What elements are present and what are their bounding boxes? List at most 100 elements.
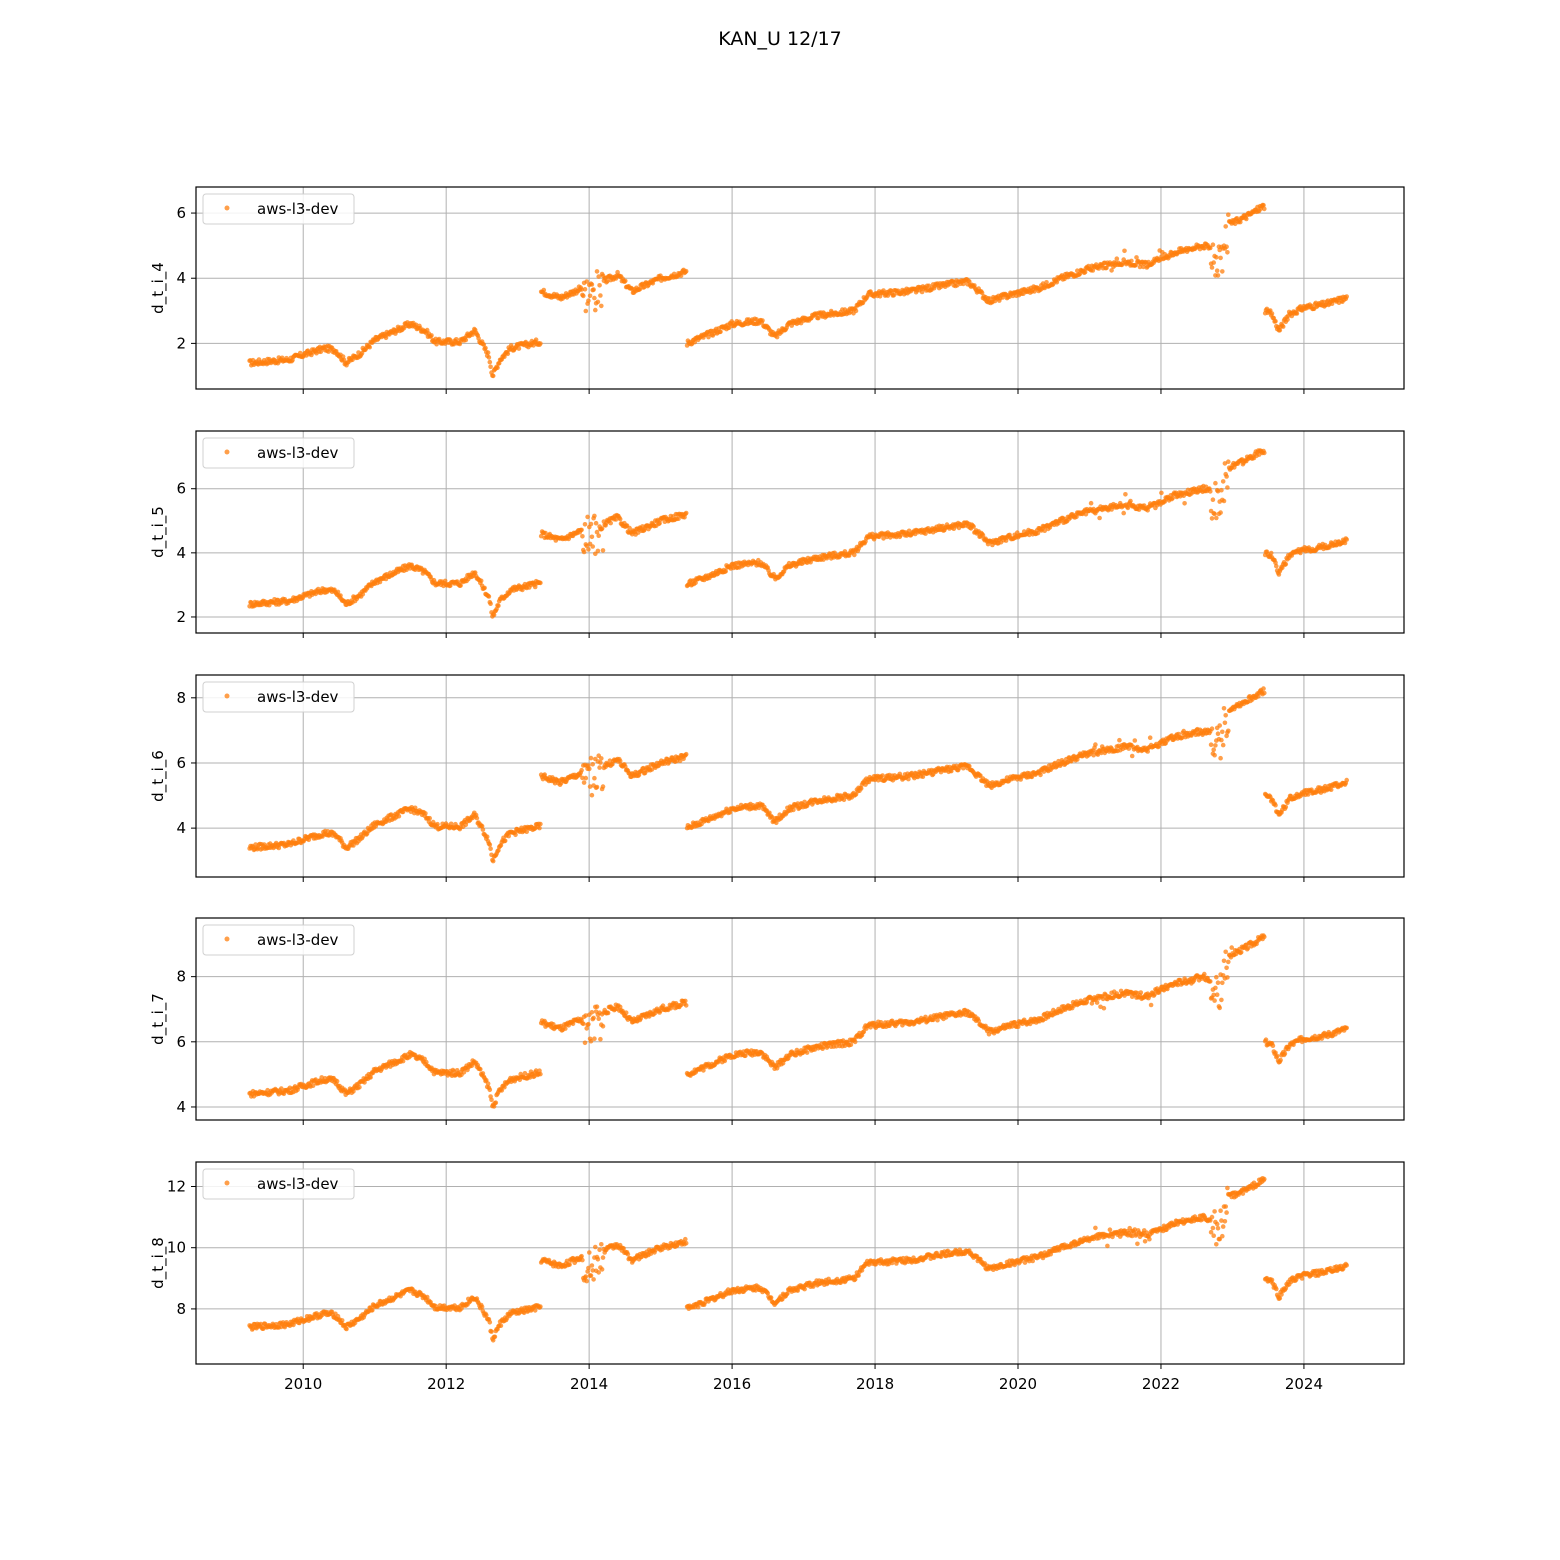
data-point — [533, 337, 539, 343]
data-point — [599, 526, 605, 531]
data-point — [852, 1039, 858, 1045]
data-point — [383, 335, 389, 341]
data-point — [683, 1003, 689, 1008]
data-point — [683, 751, 689, 757]
data-point — [1211, 260, 1216, 265]
y-axis-label: d_t_i_6 — [149, 750, 168, 802]
data-point — [1285, 317, 1290, 322]
data-point — [474, 815, 480, 821]
data-point — [429, 333, 434, 338]
data-point — [1159, 490, 1164, 496]
data-point — [1147, 735, 1153, 740]
data-point — [589, 792, 595, 798]
data-point — [478, 578, 484, 584]
data-point — [791, 807, 796, 813]
data-point — [1273, 318, 1278, 324]
data-point — [683, 998, 688, 1004]
data-point — [267, 602, 272, 608]
data-point — [1209, 516, 1215, 521]
data-point — [692, 339, 698, 345]
data-point — [581, 780, 587, 785]
data-point — [594, 784, 600, 790]
data-point — [486, 594, 492, 599]
data-point — [1223, 224, 1228, 229]
data-point — [600, 784, 606, 789]
data-point — [367, 344, 373, 350]
data-point — [538, 580, 543, 586]
data-point — [594, 529, 600, 535]
data-point — [587, 766, 592, 772]
data-point — [593, 520, 599, 526]
data-point — [590, 544, 595, 549]
data-point — [592, 295, 597, 301]
data-point — [1210, 242, 1216, 247]
data-point — [592, 513, 597, 519]
data-point — [971, 524, 976, 529]
data-point — [1138, 990, 1144, 995]
data-point — [1221, 706, 1227, 711]
data-point — [579, 527, 584, 533]
data-point — [726, 325, 732, 331]
data-point — [592, 775, 597, 781]
series-points — [247, 202, 1349, 379]
data-point — [1283, 804, 1289, 810]
data-point — [589, 534, 595, 540]
data-point — [1273, 802, 1278, 808]
data-point — [718, 329, 723, 335]
data-point — [583, 308, 589, 314]
data-point — [485, 1081, 491, 1086]
data-point — [481, 342, 487, 347]
data-point — [586, 547, 591, 552]
data-point — [538, 533, 544, 539]
data-point — [489, 1097, 494, 1103]
axes-frame — [195, 186, 1405, 390]
data-point — [1170, 495, 1175, 501]
data-point — [579, 767, 584, 773]
data-point — [1225, 250, 1230, 255]
data-point — [435, 821, 440, 827]
data-point — [592, 1036, 597, 1041]
data-point — [1122, 248, 1127, 254]
data-point — [581, 1021, 586, 1027]
data-point — [1262, 450, 1267, 456]
data-point — [580, 534, 585, 539]
legend-marker — [224, 205, 230, 211]
data-point — [1219, 487, 1224, 493]
axes-frame — [195, 674, 1405, 878]
data-point — [1238, 219, 1243, 225]
y-tick-label: 8 — [176, 689, 186, 707]
y-tick-label: 2 — [176, 334, 186, 352]
data-point — [596, 274, 601, 279]
data-point — [1294, 311, 1300, 316]
y-tick-label: 6 — [176, 754, 186, 772]
data-point — [617, 758, 623, 764]
data-point — [1101, 1005, 1107, 1011]
data-point — [594, 269, 600, 274]
data-point — [1269, 311, 1275, 316]
data-point — [1128, 498, 1133, 504]
data-point — [605, 1010, 611, 1016]
data-point — [1208, 742, 1214, 747]
data-point — [488, 364, 493, 370]
data-point — [487, 359, 493, 365]
data-point — [486, 355, 492, 360]
data-point — [1211, 747, 1216, 752]
data-point — [480, 827, 486, 832]
data-point — [1214, 254, 1219, 260]
data-point — [1044, 280, 1049, 285]
data-point — [608, 520, 613, 526]
data-point — [1222, 720, 1228, 726]
data-point — [1344, 537, 1349, 542]
data-point — [582, 522, 588, 527]
data-point — [1117, 737, 1122, 743]
data-point — [1097, 515, 1102, 521]
data-point — [1182, 501, 1187, 506]
legend-marker — [224, 449, 230, 455]
data-point — [1215, 731, 1221, 736]
data-point — [457, 341, 463, 347]
data-point — [434, 341, 439, 347]
data-point — [1220, 742, 1226, 748]
data-point — [541, 287, 547, 293]
data-point — [400, 1058, 406, 1064]
